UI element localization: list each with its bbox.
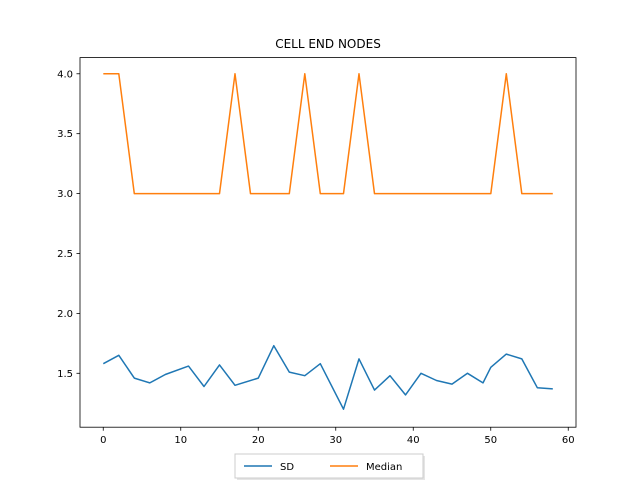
series-line-median: [103, 73, 553, 195]
plot-area: [102, 73, 553, 410]
x-tick-label: 30: [329, 435, 342, 446]
x-axis: 0 10 20 30 40 50 60: [100, 427, 575, 446]
y-tick-label: 3.5: [57, 129, 73, 140]
legend: SD Median: [234, 453, 425, 480]
y-tick-label: 2.5: [57, 249, 73, 260]
y-axis: 1.5 2.0 2.5 3.0 3.5 4.0: [57, 69, 80, 380]
chart-title: CELL END NODES: [275, 37, 381, 51]
legend-label-median: Median: [366, 462, 402, 473]
y-tick-label: 3.0: [57, 189, 73, 200]
x-tick-label: 50: [484, 435, 497, 446]
x-tick-label: 40: [407, 435, 420, 446]
plot-frame: [79, 57, 577, 428]
x-tick-label: 0: [100, 435, 106, 446]
x-tick-label: 60: [562, 435, 575, 446]
series-line-sd: [102, 344, 553, 410]
x-tick-label: 10: [174, 435, 187, 446]
legend-label-sd: SD: [280, 462, 294, 473]
y-tick-label: 4.0: [57, 69, 73, 80]
x-tick-label: 20: [252, 435, 265, 446]
y-tick-label: 2.0: [57, 309, 73, 320]
y-tick-label: 1.5: [57, 369, 73, 380]
